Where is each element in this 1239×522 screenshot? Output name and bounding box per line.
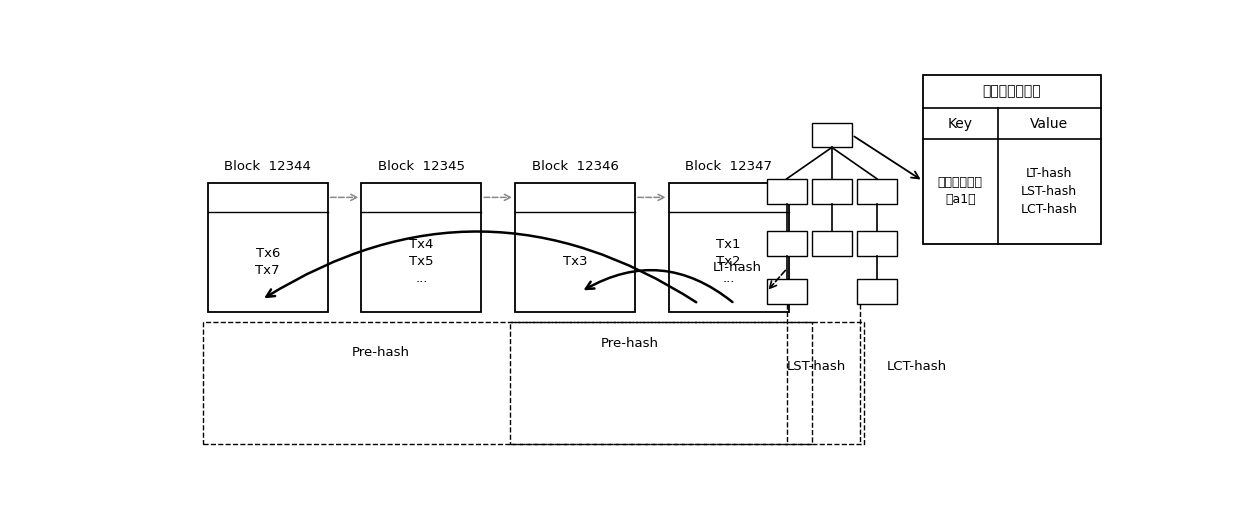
Bar xyxy=(923,75,1100,243)
Text: LT-hash: LT-hash xyxy=(712,260,762,274)
Bar xyxy=(857,279,897,304)
Text: LST-hash: LST-hash xyxy=(787,360,846,373)
Text: LT-hash
LST-hash
LCT-hash: LT-hash LST-hash LCT-hash xyxy=(1021,167,1078,216)
Bar xyxy=(812,231,852,256)
Text: Pre-hash: Pre-hash xyxy=(601,338,659,350)
Text: Pre-hash: Pre-hash xyxy=(352,346,410,359)
Bar xyxy=(767,231,807,256)
Bar xyxy=(203,322,812,445)
Bar xyxy=(208,183,327,312)
Bar xyxy=(812,179,852,204)
Text: Tx1
Tx2
...: Tx1 Tx2 ... xyxy=(716,238,741,285)
Text: 资产账户状态树: 资产账户状态树 xyxy=(983,85,1041,99)
Bar xyxy=(669,183,789,312)
Text: Tx6
Tx7: Tx6 Tx7 xyxy=(255,247,280,277)
Bar xyxy=(857,179,897,204)
Text: Tx4
Tx5
...: Tx4 Tx5 ... xyxy=(409,238,434,285)
Text: LCT-hash: LCT-hash xyxy=(887,360,947,373)
Text: Block  12344: Block 12344 xyxy=(224,160,311,173)
Text: Key: Key xyxy=(948,116,973,130)
Bar xyxy=(857,231,897,256)
Text: Block  12347: Block 12347 xyxy=(685,160,772,173)
Bar xyxy=(510,322,865,445)
Bar xyxy=(362,183,481,312)
Text: Tx3: Tx3 xyxy=(563,255,587,268)
Text: Block  12346: Block 12346 xyxy=(532,160,618,173)
Text: Value: Value xyxy=(1030,116,1068,130)
Bar xyxy=(515,183,636,312)
Bar xyxy=(812,123,852,147)
Text: 资产账户编码
（a1）: 资产账户编码 （a1） xyxy=(938,176,983,206)
Bar xyxy=(767,179,807,204)
Text: Block  12345: Block 12345 xyxy=(378,160,465,173)
Bar xyxy=(767,279,807,304)
